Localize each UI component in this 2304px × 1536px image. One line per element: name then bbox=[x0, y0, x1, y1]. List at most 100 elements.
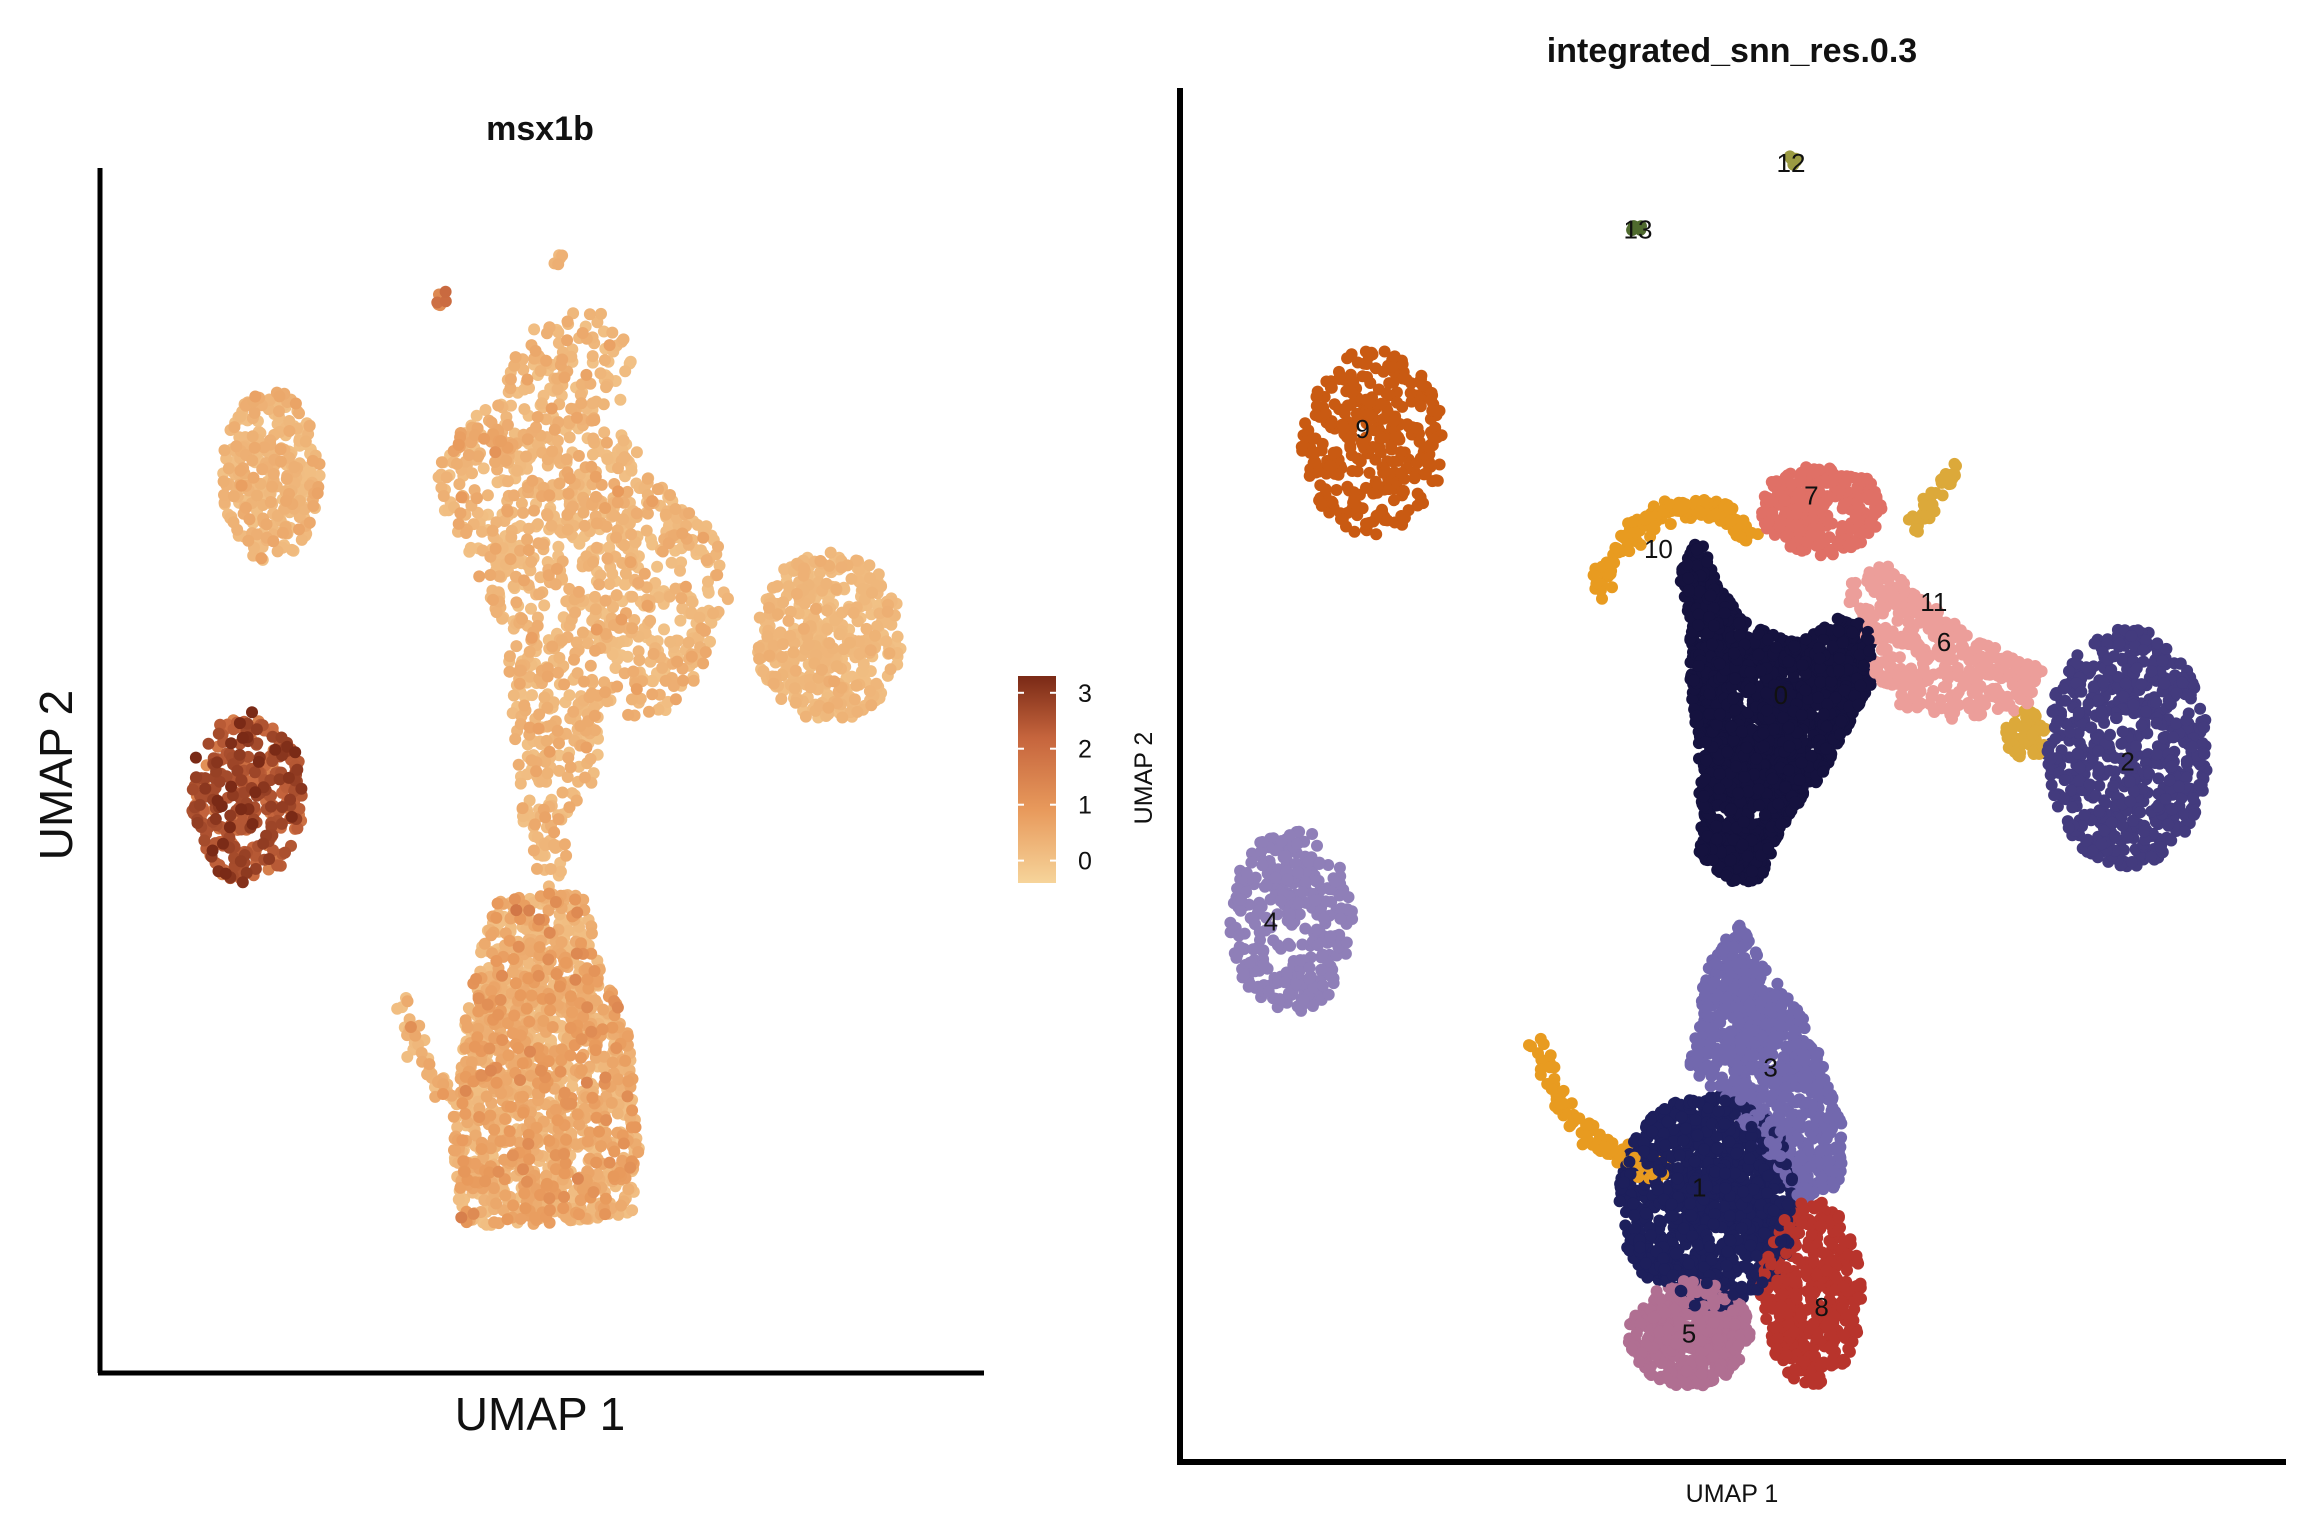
expression-point bbox=[550, 968, 563, 980]
expression-point bbox=[563, 689, 576, 702]
expression-point bbox=[573, 1208, 585, 1221]
expression-point bbox=[273, 390, 286, 403]
expression-point bbox=[508, 1009, 521, 1022]
expression-point bbox=[527, 844, 540, 857]
expression-point bbox=[189, 751, 202, 764]
expression-point bbox=[222, 462, 235, 475]
expression-point bbox=[583, 308, 596, 321]
expression-point bbox=[575, 397, 588, 410]
expression-point bbox=[553, 980, 566, 993]
expression-point bbox=[470, 409, 483, 422]
expression-point bbox=[284, 793, 297, 806]
expression-point bbox=[274, 443, 287, 456]
expression-point bbox=[285, 810, 298, 823]
expression-point bbox=[499, 1113, 512, 1125]
expression-point bbox=[797, 622, 810, 635]
expression-point bbox=[608, 509, 621, 522]
expression-point bbox=[612, 485, 625, 498]
expression-point bbox=[275, 817, 288, 830]
expression-point bbox=[526, 689, 538, 702]
expression-point bbox=[586, 397, 599, 410]
expression-point bbox=[651, 483, 664, 496]
expression-point bbox=[598, 426, 611, 439]
expression-point bbox=[507, 489, 520, 502]
expression-point bbox=[606, 326, 619, 339]
expression-point bbox=[191, 817, 204, 829]
expression-point bbox=[495, 435, 508, 447]
expression-point bbox=[597, 398, 610, 411]
expression-point bbox=[556, 353, 569, 366]
expression-point bbox=[586, 1091, 599, 1104]
expression-point bbox=[864, 644, 877, 657]
expression-point bbox=[459, 1107, 472, 1120]
expression-point bbox=[435, 456, 448, 469]
expression-point bbox=[704, 635, 716, 648]
expression-point bbox=[525, 631, 538, 644]
expression-point bbox=[622, 1075, 635, 1088]
expression-point bbox=[516, 1057, 529, 1070]
expression-point bbox=[495, 1087, 507, 1100]
expression-point bbox=[473, 570, 486, 583]
expression-point bbox=[529, 818, 541, 831]
expression-point bbox=[851, 705, 864, 718]
expression-point bbox=[491, 897, 504, 910]
expression-point bbox=[533, 708, 546, 721]
expression-point bbox=[499, 1189, 512, 1202]
expression-point bbox=[836, 711, 849, 724]
expression-point bbox=[518, 574, 530, 587]
expression-point bbox=[274, 455, 287, 468]
expression-point bbox=[590, 490, 602, 503]
expression-point bbox=[519, 1202, 532, 1215]
expression-point bbox=[461, 1021, 474, 1034]
expression-point bbox=[599, 686, 612, 699]
expression-point bbox=[246, 430, 259, 443]
expression-point bbox=[522, 972, 535, 985]
expression-point bbox=[504, 553, 517, 566]
expression-point bbox=[599, 1208, 612, 1221]
expression-point bbox=[506, 1027, 519, 1040]
expression-point bbox=[490, 606, 503, 619]
expression-point bbox=[235, 774, 248, 787]
expression-point bbox=[646, 495, 659, 508]
expression-point bbox=[549, 1103, 562, 1116]
expression-point bbox=[605, 1096, 618, 1109]
expression-point bbox=[507, 953, 520, 965]
expression-point bbox=[456, 1134, 469, 1147]
expression-point bbox=[771, 580, 784, 593]
expression-point bbox=[596, 1023, 609, 1036]
expression-point bbox=[260, 518, 273, 531]
expression-point bbox=[288, 461, 301, 473]
expression-point bbox=[777, 638, 789, 651]
expression-point bbox=[542, 953, 555, 966]
expression-point bbox=[584, 753, 597, 765]
expression-point bbox=[575, 1033, 588, 1046]
expression-point bbox=[459, 1084, 472, 1097]
expression-point bbox=[518, 699, 531, 712]
expression-point bbox=[233, 717, 246, 730]
expression-point bbox=[610, 589, 623, 602]
expression-point bbox=[664, 635, 677, 648]
expression-point bbox=[500, 454, 513, 467]
expression-point bbox=[551, 562, 563, 575]
expression-point bbox=[507, 1199, 520, 1212]
expression-point bbox=[484, 1109, 497, 1122]
expression-point bbox=[557, 1202, 570, 1215]
expression-point bbox=[243, 513, 256, 526]
expression-point bbox=[869, 629, 881, 642]
expression-point bbox=[610, 531, 623, 544]
expression-point bbox=[558, 1148, 570, 1160]
expression-point bbox=[824, 546, 837, 559]
expression-point bbox=[866, 586, 878, 599]
expression-point bbox=[234, 410, 247, 423]
expression-point bbox=[644, 614, 657, 627]
expression-point bbox=[276, 526, 289, 539]
expression-point bbox=[572, 449, 585, 462]
expression-point bbox=[622, 1183, 635, 1196]
expression-point bbox=[249, 390, 262, 403]
expression-point bbox=[540, 354, 553, 367]
expression-point bbox=[437, 1088, 449, 1100]
expression-point bbox=[242, 534, 255, 547]
expression-point bbox=[512, 940, 525, 953]
expression-point bbox=[752, 641, 765, 654]
